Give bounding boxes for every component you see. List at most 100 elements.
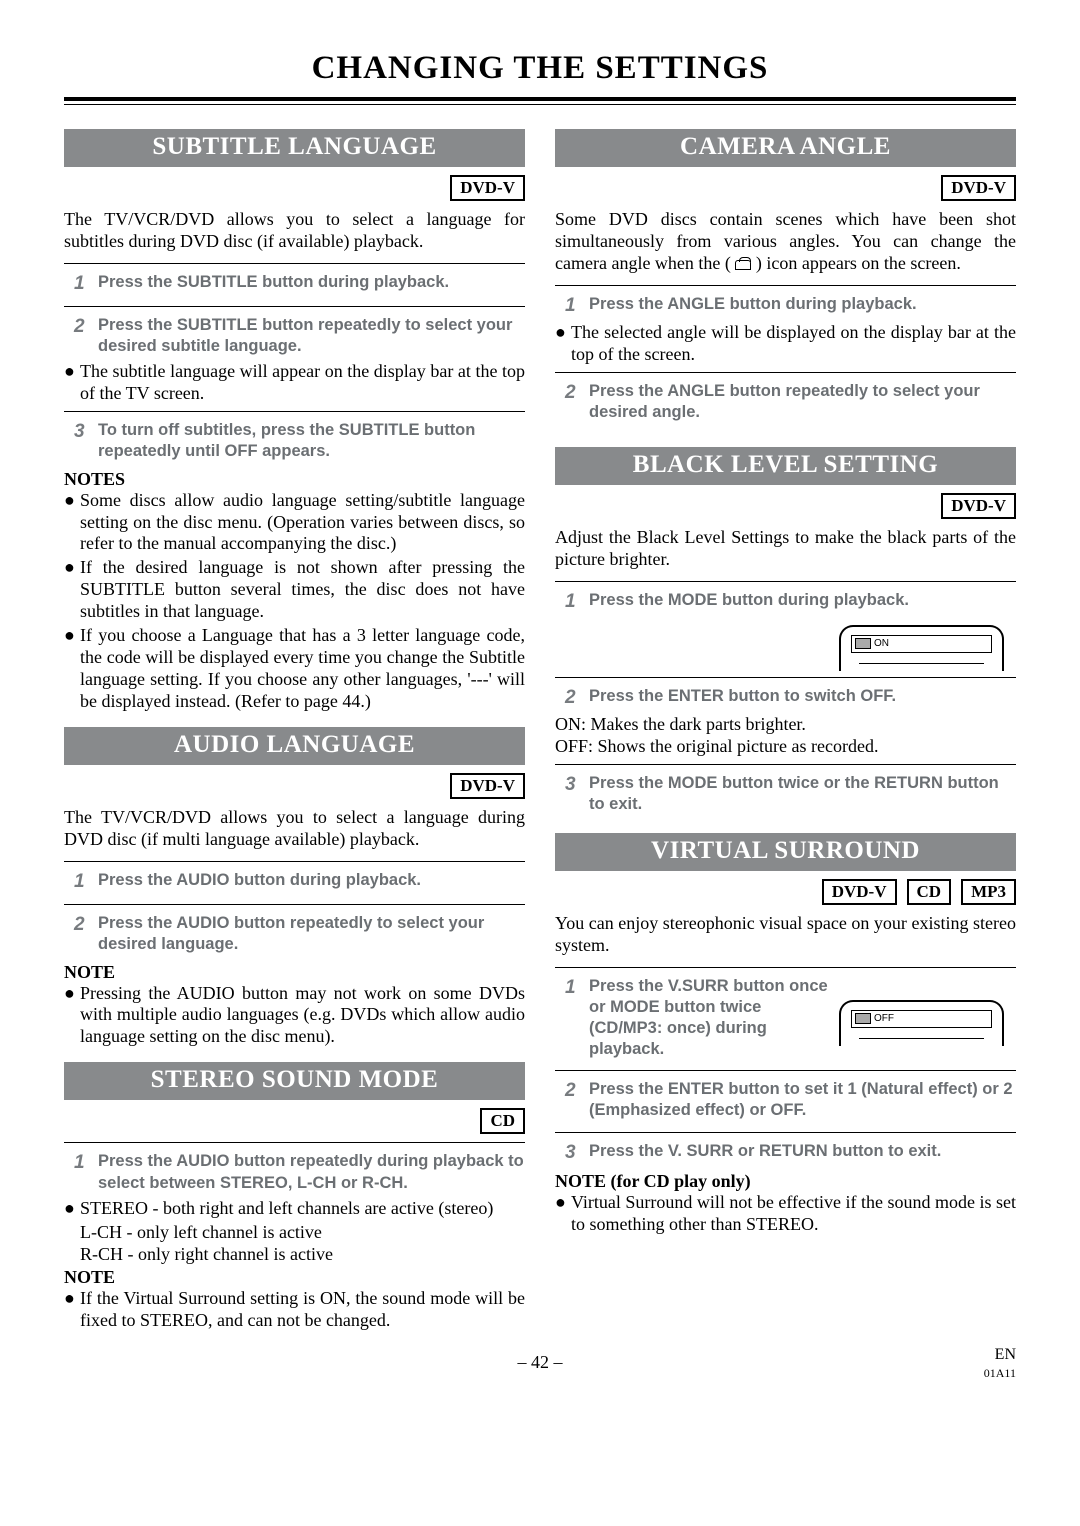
media-dvd-v: DVD-V (450, 175, 525, 201)
step-number: 2 (555, 381, 589, 423)
bullet-text: Virtual Surround will not be effective i… (571, 1192, 1016, 1236)
notes-heading: NOTES (64, 469, 525, 490)
camera-angle-heading: CAMERA ANGLE (555, 129, 1016, 167)
subtitle-note: ●If the desired language is not shown af… (64, 557, 525, 623)
footer-code: 01A11 (984, 1366, 1016, 1380)
step-number: 2 (64, 913, 98, 955)
stereo-note: ●If the Virtual Surround setting is ON, … (64, 1288, 525, 1332)
bullet-icon: ● (64, 490, 80, 556)
step-text: Press the SUBTITLE button repeatedly to … (98, 315, 525, 357)
vsurr-step-1-row: 1 Press the V.SURR button once or MODE b… (555, 974, 1016, 1064)
vsurr-step-1: 1 Press the V.SURR button once or MODE b… (555, 974, 839, 1064)
title-rule-thin (64, 104, 1016, 105)
step-text: Press the V.SURR button once or MODE but… (589, 976, 839, 1060)
step-divider (64, 861, 525, 862)
step-divider (555, 1132, 1016, 1133)
media-mp3: MP3 (961, 879, 1016, 905)
step-number: 3 (555, 773, 589, 815)
footer-lang: EN (995, 1346, 1016, 1363)
vsurr-note: ●Virtual Surround will not be effective … (555, 1192, 1016, 1236)
camera-step-1-after: ●The selected angle will be displayed on… (555, 322, 1016, 366)
display-bar: OFF (851, 1010, 992, 1028)
stereo-sound-heading: STEREO SOUND MODE (64, 1062, 525, 1100)
bullet-icon: ● (555, 1192, 571, 1236)
page-footer: – 42 – EN 01A11 (64, 1352, 1016, 1373)
media-cd: CD (907, 879, 952, 905)
right-column: CAMERA ANGLE DVD-V Some DVD discs contai… (555, 129, 1016, 1334)
subtitle-step-2: 2 Press the SUBTITLE button repeatedly t… (64, 313, 525, 361)
step-number: 2 (64, 315, 98, 357)
display-icon (855, 1013, 871, 1024)
step-text: Press the MODE button during playback. (589, 590, 1016, 614)
step-divider (555, 764, 1016, 765)
step-number: 1 (64, 1151, 98, 1193)
step-text: Press the AUDIO button during playback. (98, 870, 525, 894)
step-divider (64, 1142, 525, 1143)
camera-angle-icon (735, 260, 751, 270)
step-text: Press the AUDIO button repeatedly to sel… (98, 913, 525, 955)
step-number: 3 (555, 1141, 589, 1165)
media-dvd-v: DVD-V (822, 879, 897, 905)
step-text: Press the ANGLE button repeatedly to sel… (589, 381, 1016, 423)
media-dvd-v: DVD-V (941, 493, 1016, 519)
step-text: Press the SUBTITLE button during playbac… (98, 272, 525, 296)
step-divider (64, 411, 525, 412)
step-number: 1 (555, 976, 589, 1060)
vsurr-step-2: 2 Press the ENTER button to set it 1 (Na… (555, 1077, 1016, 1125)
camera-intro: Some DVD discs contain scenes which have… (555, 209, 1016, 275)
bullet-text: If the desired language is not shown aft… (80, 557, 525, 623)
black-intro: Adjust the Black Level Settings to make … (555, 527, 1016, 571)
step-number: 2 (555, 1079, 589, 1121)
black-step-3: 3 Press the MODE button twice or the RET… (555, 771, 1016, 819)
subtitle-step-1: 1 Press the SUBTITLE button during playb… (64, 270, 525, 300)
display-icon (855, 638, 871, 649)
note-heading: NOTE (64, 962, 525, 983)
bullet-text: If the Virtual Surround setting is ON, t… (80, 1288, 525, 1332)
audio-language-heading: AUDIO LANGUAGE (64, 727, 525, 765)
step-text: Press the AUDIO button repeatedly during… (98, 1151, 525, 1193)
step-divider (555, 372, 1016, 373)
bullet-text: The selected angle will be displayed on … (571, 322, 1016, 366)
step-number: 1 (555, 590, 589, 614)
media-row: DVD-V CD MP3 (555, 879, 1016, 905)
subtitle-note: ●If you choose a Language that has a 3 l… (64, 625, 525, 713)
camera-step-1: 1 Press the ANGLE button during playback… (555, 292, 1016, 322)
black-level-heading: BLACK LEVEL SETTING (555, 447, 1016, 485)
bullet-text: Pressing the AUDIO button may not work o… (80, 983, 525, 1049)
title-rule (64, 97, 1016, 101)
step-number: 2 (555, 686, 589, 710)
black-after: OFF: Shows the original picture as recor… (555, 736, 1016, 758)
step-text: Press the ENTER button to set it 1 (Natu… (589, 1079, 1016, 1121)
audio-intro: The TV/VCR/DVD allows you to select a la… (64, 807, 525, 851)
display-bar: ON (851, 635, 992, 653)
bullet-icon: ● (64, 1198, 80, 1220)
media-cd: CD (480, 1108, 525, 1134)
display-label: OFF (874, 1013, 894, 1024)
step-number: 1 (555, 294, 589, 318)
media-dvd-v: DVD-V (941, 175, 1016, 201)
step-divider (64, 904, 525, 905)
step-divider (64, 263, 525, 264)
subtitle-step-2-after: ● The subtitle language will appear on t… (64, 361, 525, 405)
subtitle-step-3: 3 To turn off subtitles, press the SUBTI… (64, 418, 525, 466)
step-text: To turn off subtitles, press the SUBTITL… (98, 420, 525, 462)
audio-step-2: 2 Press the AUDIO button repeatedly to s… (64, 911, 525, 959)
step-divider (555, 677, 1016, 678)
subtitle-language-heading: SUBTITLE LANGUAGE (64, 129, 525, 167)
note-heading: NOTE (for CD play only) (555, 1171, 1016, 1192)
bullet-icon: ● (64, 557, 80, 623)
display-baseline (859, 663, 984, 664)
audio-step-1: 1 Press the AUDIO button during playback… (64, 868, 525, 898)
vsurr-intro: You can enjoy stereophonic visual space … (555, 913, 1016, 957)
step-number: 3 (64, 420, 98, 462)
bullet-icon: ● (64, 625, 80, 713)
media-row: CD (64, 1108, 525, 1134)
bullet-text: The subtitle language will appear on the… (80, 361, 525, 405)
stereo-after: L-CH - only left channel is active (80, 1222, 525, 1244)
media-row: DVD-V (555, 493, 1016, 519)
stereo-after: R-CH - only right channel is active (80, 1244, 525, 1266)
subtitle-note: ●Some discs allow audio language setting… (64, 490, 525, 556)
step-divider (555, 581, 1016, 582)
step-number: 1 (64, 272, 98, 296)
page-number: – 42 – (518, 1352, 563, 1372)
